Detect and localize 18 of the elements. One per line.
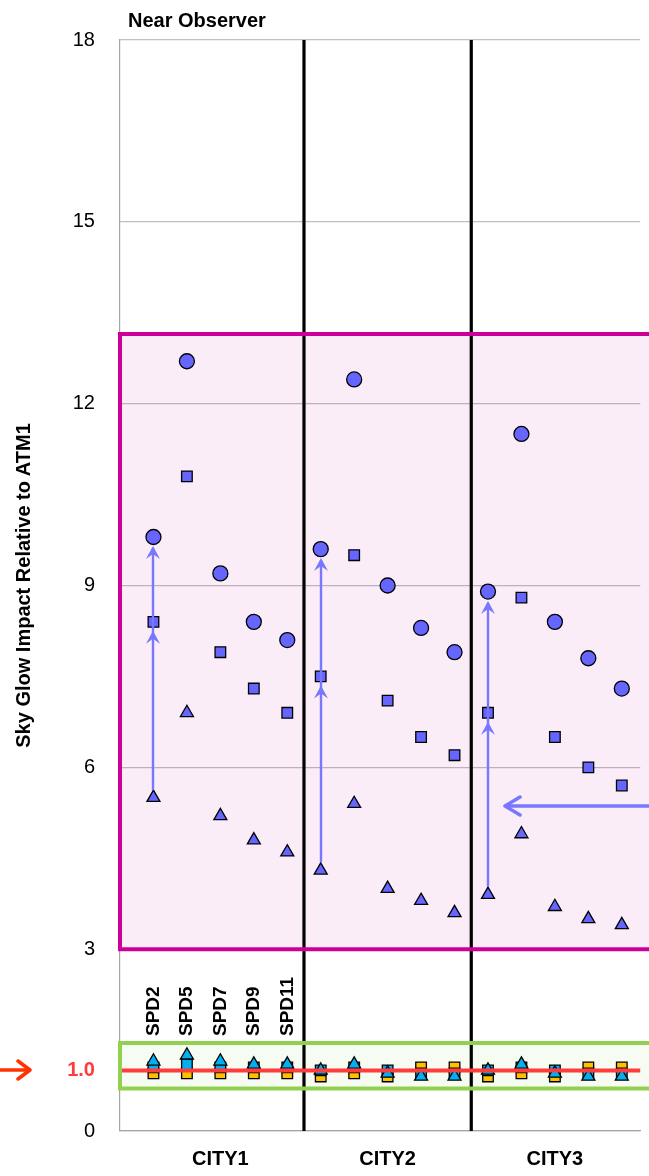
annotation: SPD2 bbox=[141, 986, 163, 1036]
x-tick-label: CITY2 bbox=[359, 1146, 416, 1169]
annotation: SPD7 bbox=[208, 986, 230, 1036]
y-tick-label: 18 bbox=[72, 27, 95, 50]
x-tick-label: CITY3 bbox=[526, 1146, 584, 1169]
chart-title: Near Observer bbox=[128, 9, 267, 31]
annotation: SPD11 bbox=[275, 976, 297, 1036]
y-tick-label: 3 bbox=[83, 936, 95, 959]
x-tick-label: CITY1 bbox=[192, 1146, 249, 1169]
y-tick-label: 0 bbox=[83, 1118, 95, 1141]
y-tick-label: 9 bbox=[83, 573, 95, 596]
annotation: SPD5 bbox=[175, 985, 197, 1036]
y-tick-label: 6 bbox=[83, 754, 95, 777]
y-tick-label: 12 bbox=[72, 391, 95, 414]
ref-line-label: 1.0 bbox=[67, 1057, 95, 1080]
y-tick-label: 15 bbox=[72, 209, 95, 232]
annotation: SPD9 bbox=[242, 986, 264, 1036]
y-axis-title: Sky Glow Impact Relative to ATM1 bbox=[11, 423, 34, 748]
